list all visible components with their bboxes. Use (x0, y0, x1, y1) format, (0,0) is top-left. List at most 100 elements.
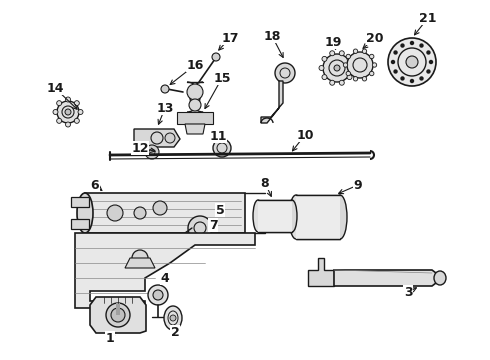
Circle shape (53, 109, 58, 114)
Text: 6: 6 (91, 179, 99, 192)
Circle shape (165, 133, 175, 143)
Circle shape (353, 77, 358, 81)
Circle shape (411, 41, 414, 45)
Circle shape (161, 85, 169, 93)
Circle shape (153, 201, 167, 215)
Polygon shape (90, 297, 146, 333)
Ellipse shape (164, 306, 182, 330)
Text: 17: 17 (221, 32, 239, 45)
Circle shape (319, 66, 324, 71)
Ellipse shape (434, 271, 446, 285)
Circle shape (66, 122, 71, 127)
Text: 8: 8 (261, 176, 270, 189)
Polygon shape (85, 193, 245, 233)
Circle shape (106, 303, 130, 327)
Text: 11: 11 (209, 130, 227, 143)
Circle shape (65, 109, 71, 115)
Circle shape (394, 70, 397, 73)
Text: 5: 5 (216, 203, 224, 216)
Circle shape (369, 54, 374, 59)
Ellipse shape (77, 193, 93, 233)
Text: 19: 19 (324, 36, 342, 49)
Circle shape (323, 54, 351, 82)
Text: 13: 13 (156, 102, 173, 114)
Ellipse shape (253, 200, 263, 232)
Text: 16: 16 (186, 59, 204, 72)
Circle shape (275, 63, 295, 83)
Circle shape (330, 51, 335, 56)
Circle shape (347, 57, 352, 62)
Polygon shape (75, 233, 255, 308)
Circle shape (362, 77, 367, 81)
Circle shape (394, 51, 397, 54)
Text: 20: 20 (366, 32, 384, 45)
Polygon shape (134, 129, 180, 147)
Circle shape (346, 71, 350, 76)
Circle shape (350, 66, 355, 71)
Bar (116, 303, 120, 315)
Circle shape (330, 80, 335, 85)
Circle shape (420, 77, 423, 80)
Circle shape (189, 99, 201, 111)
Circle shape (57, 101, 79, 123)
Circle shape (111, 308, 125, 322)
Circle shape (213, 139, 231, 157)
Text: 1: 1 (106, 332, 114, 345)
Circle shape (66, 97, 71, 102)
Polygon shape (185, 124, 205, 134)
Text: 14: 14 (46, 81, 64, 95)
Ellipse shape (333, 195, 347, 239)
Circle shape (401, 44, 404, 47)
Circle shape (406, 56, 418, 68)
Circle shape (347, 75, 352, 80)
Circle shape (353, 49, 358, 53)
Polygon shape (258, 200, 292, 232)
Circle shape (369, 71, 374, 76)
Text: 12: 12 (131, 141, 149, 154)
Polygon shape (71, 219, 89, 229)
Circle shape (401, 77, 404, 80)
Circle shape (334, 65, 340, 71)
Text: 3: 3 (404, 285, 412, 298)
Text: 7: 7 (209, 219, 218, 231)
Text: 10: 10 (296, 129, 314, 141)
Polygon shape (71, 197, 89, 207)
Text: 15: 15 (213, 72, 231, 85)
Circle shape (322, 57, 327, 62)
Circle shape (420, 44, 423, 47)
Circle shape (388, 38, 436, 86)
Circle shape (78, 109, 83, 114)
Circle shape (74, 101, 79, 106)
Circle shape (430, 60, 433, 63)
Circle shape (427, 70, 430, 73)
Circle shape (107, 205, 123, 221)
Ellipse shape (289, 195, 303, 239)
Circle shape (322, 75, 327, 80)
Circle shape (74, 118, 79, 123)
Circle shape (212, 53, 220, 61)
Text: 4: 4 (161, 271, 170, 284)
Circle shape (188, 216, 212, 240)
Circle shape (134, 207, 146, 219)
Circle shape (411, 80, 414, 82)
Circle shape (187, 84, 203, 100)
Bar (177, 112, 213, 124)
Circle shape (339, 51, 344, 56)
Circle shape (362, 49, 367, 53)
Polygon shape (334, 270, 440, 286)
Text: 9: 9 (354, 179, 362, 192)
Circle shape (343, 63, 348, 67)
Circle shape (57, 118, 62, 123)
Circle shape (372, 63, 377, 67)
Circle shape (153, 290, 163, 300)
Polygon shape (296, 195, 340, 239)
Circle shape (392, 60, 394, 63)
Circle shape (132, 250, 148, 266)
Text: 21: 21 (419, 12, 437, 24)
Polygon shape (125, 258, 155, 268)
Polygon shape (308, 258, 334, 286)
Ellipse shape (287, 200, 297, 232)
Text: 2: 2 (171, 325, 179, 338)
Polygon shape (261, 81, 283, 123)
Text: 18: 18 (263, 30, 281, 42)
